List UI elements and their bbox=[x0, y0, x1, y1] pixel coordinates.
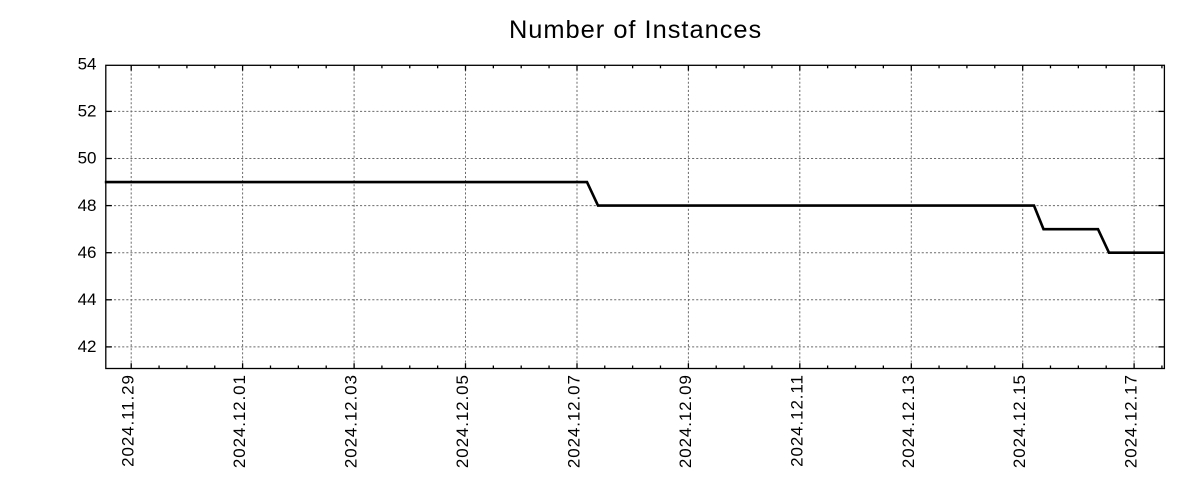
svg-text:52: 52 bbox=[78, 102, 97, 121]
svg-text:Number of Instances: Number of Instances bbox=[509, 16, 762, 44]
svg-text:50: 50 bbox=[78, 149, 97, 168]
svg-text:2024.11.29: 2024.11.29 bbox=[119, 374, 138, 467]
svg-text:42: 42 bbox=[78, 337, 97, 356]
svg-text:2024.12.09: 2024.12.09 bbox=[676, 374, 695, 468]
svg-text:44: 44 bbox=[78, 290, 97, 309]
svg-text:2024.12.13: 2024.12.13 bbox=[899, 374, 918, 468]
svg-text:48: 48 bbox=[78, 196, 97, 215]
svg-text:46: 46 bbox=[78, 243, 97, 262]
svg-text:54: 54 bbox=[78, 55, 97, 74]
svg-text:2024.12.11: 2024.12.11 bbox=[787, 374, 806, 467]
svg-text:2024.12.15: 2024.12.15 bbox=[1010, 374, 1029, 468]
svg-text:2024.12.05: 2024.12.05 bbox=[453, 374, 472, 468]
svg-text:2024.12.03: 2024.12.03 bbox=[342, 374, 361, 468]
svg-text:2024.12.07: 2024.12.07 bbox=[565, 374, 584, 468]
svg-text:2024.12.17: 2024.12.17 bbox=[1122, 374, 1141, 468]
svg-text:2024.12.01: 2024.12.01 bbox=[230, 374, 249, 468]
